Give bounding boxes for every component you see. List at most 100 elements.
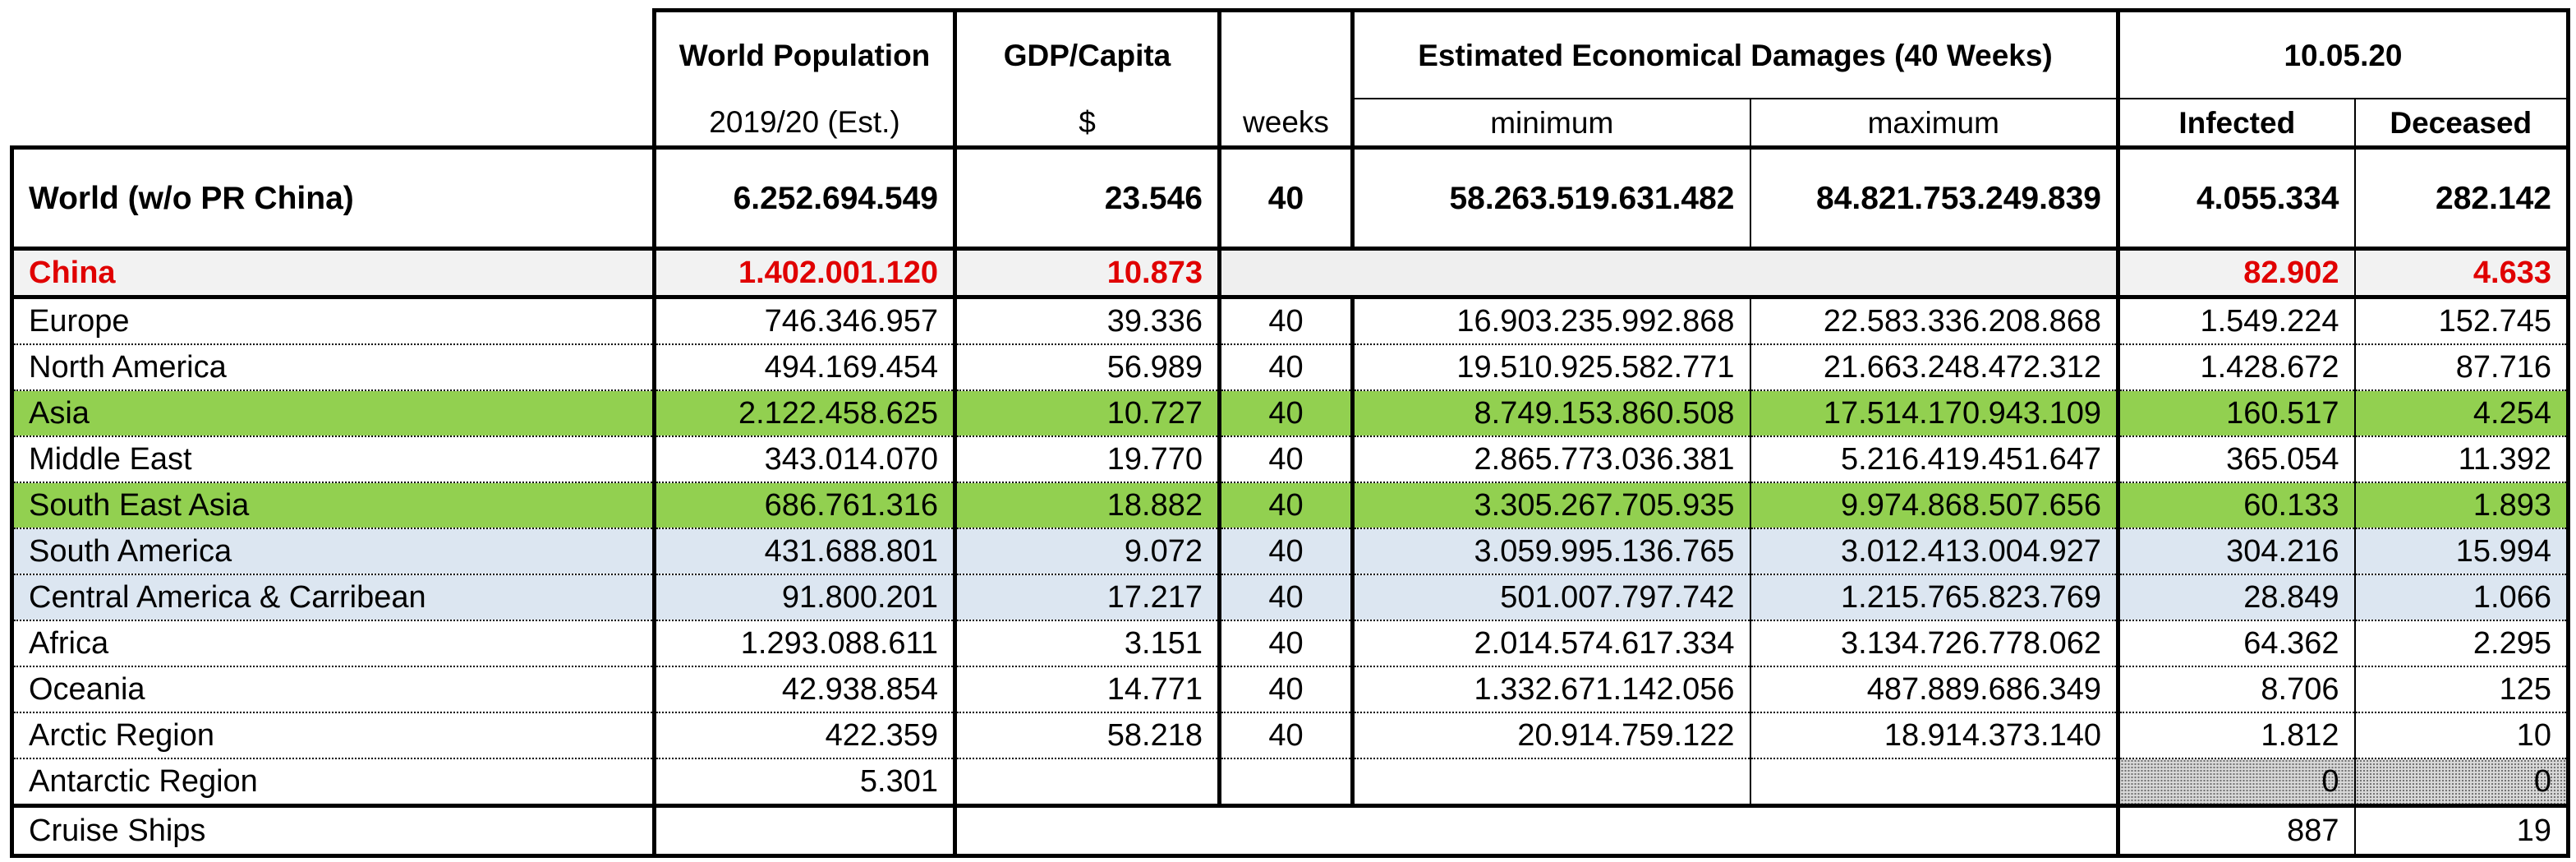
region-min: 8.749.153.860.508 bbox=[1350, 390, 1751, 437]
region-population: 343.014.070 bbox=[652, 436, 955, 483]
region-name: Antarctic Region bbox=[10, 758, 655, 808]
header-empty-corner-2 bbox=[12, 99, 655, 148]
header-population-sub: 2019/20 (Est.) bbox=[652, 99, 955, 148]
region-min bbox=[1350, 758, 1751, 808]
header-deceased: Deceased bbox=[2354, 98, 2570, 148]
region-min: 501.007.797.742 bbox=[1350, 574, 1751, 621]
world-infected: 4.055.334 bbox=[2116, 145, 2356, 251]
region-min: 2.865.773.036.381 bbox=[1350, 436, 1751, 483]
region-population: 422.359 bbox=[652, 712, 955, 759]
header-world-population: World Population bbox=[652, 8, 955, 99]
region-deceased: 87.716 bbox=[2354, 344, 2570, 391]
header-gdp-capita: GDP/Capita bbox=[953, 8, 1220, 99]
header-date: 10.05.20 bbox=[2116, 8, 2570, 99]
region-min: 1.332.671.142.056 bbox=[1350, 666, 1751, 713]
region-deceased: 1.893 bbox=[2354, 482, 2570, 529]
region-gdp: 19.770 bbox=[953, 436, 1220, 483]
china-name: China bbox=[10, 248, 655, 299]
cruise-blank-span bbox=[953, 805, 2118, 858]
table-row: Europe 746.346.957 39.336 40 16.903.235.… bbox=[10, 297, 2570, 345]
region-weeks: 40 bbox=[1217, 344, 1353, 391]
table-row: Arctic Region 422.359 58.218 40 20.914.7… bbox=[10, 712, 2570, 759]
region-deceased: 4.254 bbox=[2354, 390, 2570, 437]
china-row: China 1.402.001.120 10.873 82.902 4.633 bbox=[10, 248, 2570, 299]
region-name: Europe bbox=[10, 297, 655, 345]
header-gdp-sub: $ bbox=[953, 99, 1220, 148]
region-deceased: 11.392 bbox=[2354, 436, 2570, 483]
table-row: Middle East 343.014.070 19.770 40 2.865.… bbox=[10, 436, 2570, 483]
region-infected: 60.133 bbox=[2116, 482, 2356, 529]
region-max: 21.663.248.472.312 bbox=[1750, 344, 2118, 391]
region-min: 3.059.995.136.765 bbox=[1350, 528, 1751, 575]
china-deceased: 4.633 bbox=[2354, 248, 2570, 299]
region-name: Asia bbox=[10, 390, 655, 437]
region-population: 686.761.316 bbox=[652, 482, 955, 529]
table-row: Central America & Carribean 91.800.201 1… bbox=[10, 574, 2570, 621]
cruise-row: Cruise Ships 887 19 bbox=[10, 805, 2570, 858]
region-max: 17.514.170.943.109 bbox=[1750, 390, 2118, 437]
region-gdp: 3.151 bbox=[953, 620, 1220, 667]
region-max: 18.914.373.140 bbox=[1750, 712, 2118, 759]
region-max: 22.583.336.208.868 bbox=[1750, 297, 2118, 345]
region-max: 3.012.413.004.927 bbox=[1750, 528, 2118, 575]
region-deceased: 2.295 bbox=[2354, 620, 2570, 667]
region-min: 20.914.759.122 bbox=[1350, 712, 1751, 759]
region-deceased: 152.745 bbox=[2354, 297, 2570, 345]
region-infected: 1.428.672 bbox=[2116, 344, 2356, 391]
region-deceased: 0 bbox=[2354, 758, 2570, 808]
region-min: 16.903.235.992.868 bbox=[1350, 297, 1751, 345]
header-row-2: 2019/20 (Est.) $ weeks minimum maximum I… bbox=[12, 98, 2570, 148]
region-gdp: 10.727 bbox=[953, 390, 1220, 437]
table-row: South America 431.688.801 9.072 40 3.059… bbox=[10, 528, 2570, 575]
region-min: 19.510.925.582.771 bbox=[1350, 344, 1751, 391]
region-name: Arctic Region bbox=[10, 712, 655, 759]
world-weeks: 40 bbox=[1217, 145, 1353, 251]
region-population: 91.800.201 bbox=[652, 574, 955, 621]
region-infected: 28.849 bbox=[2116, 574, 2356, 621]
cruise-name: Cruise Ships bbox=[10, 805, 655, 858]
region-deceased: 10 bbox=[2354, 712, 2570, 759]
region-min: 2.014.574.617.334 bbox=[1350, 620, 1751, 667]
region-weeks: 40 bbox=[1217, 436, 1353, 483]
region-weeks bbox=[1217, 758, 1353, 808]
region-max: 3.134.726.778.062 bbox=[1750, 620, 2118, 667]
header-row-1: World Population GDP/Capita Estimated Ec… bbox=[12, 8, 2570, 99]
region-max: 1.215.765.823.769 bbox=[1750, 574, 2118, 621]
region-gdp: 56.989 bbox=[953, 344, 1220, 391]
region-infected: 304.216 bbox=[2116, 528, 2356, 575]
region-weeks: 40 bbox=[1217, 620, 1353, 667]
region-population: 1.293.088.611 bbox=[652, 620, 955, 667]
table-row: South East Asia 686.761.316 18.882 40 3.… bbox=[10, 482, 2570, 529]
china-blank-cells bbox=[1217, 248, 2118, 299]
region-infected: 1.812 bbox=[2116, 712, 2356, 759]
header-weeks-sub: weeks bbox=[1217, 99, 1353, 148]
damages-table: World Population GDP/Capita Estimated Ec… bbox=[10, 8, 2570, 858]
region-max bbox=[1750, 758, 2118, 808]
region-weeks: 40 bbox=[1217, 574, 1353, 621]
world-min: 58.263.519.631.482 bbox=[1350, 145, 1751, 251]
world-max: 84.821.753.249.839 bbox=[1750, 145, 2118, 251]
region-max: 5.216.419.451.647 bbox=[1750, 436, 2118, 483]
header-weeks-top bbox=[1217, 8, 1353, 99]
region-name: Middle East bbox=[10, 436, 655, 483]
region-gdp: 17.217 bbox=[953, 574, 1220, 621]
world-name: World (w/o PR China) bbox=[10, 145, 655, 251]
region-infected: 0 bbox=[2116, 758, 2356, 808]
region-weeks: 40 bbox=[1217, 666, 1353, 713]
region-gdp: 58.218 bbox=[953, 712, 1220, 759]
region-deceased: 125 bbox=[2354, 666, 2570, 713]
region-deceased: 1.066 bbox=[2354, 574, 2570, 621]
region-gdp: 18.882 bbox=[953, 482, 1220, 529]
region-infected: 160.517 bbox=[2116, 390, 2356, 437]
region-gdp bbox=[953, 758, 1220, 808]
region-name: Africa bbox=[10, 620, 655, 667]
cruise-deceased: 19 bbox=[2354, 805, 2570, 858]
region-name: South East Asia bbox=[10, 482, 655, 529]
header-infected: Infected bbox=[2116, 98, 2356, 148]
table-row: Africa 1.293.088.611 3.151 40 2.014.574.… bbox=[10, 620, 2570, 667]
region-population: 5.301 bbox=[652, 758, 955, 808]
region-population: 431.688.801 bbox=[652, 528, 955, 575]
header-maximum: maximum bbox=[1750, 98, 2118, 148]
region-weeks: 40 bbox=[1217, 297, 1353, 345]
region-max: 487.889.686.349 bbox=[1750, 666, 2118, 713]
